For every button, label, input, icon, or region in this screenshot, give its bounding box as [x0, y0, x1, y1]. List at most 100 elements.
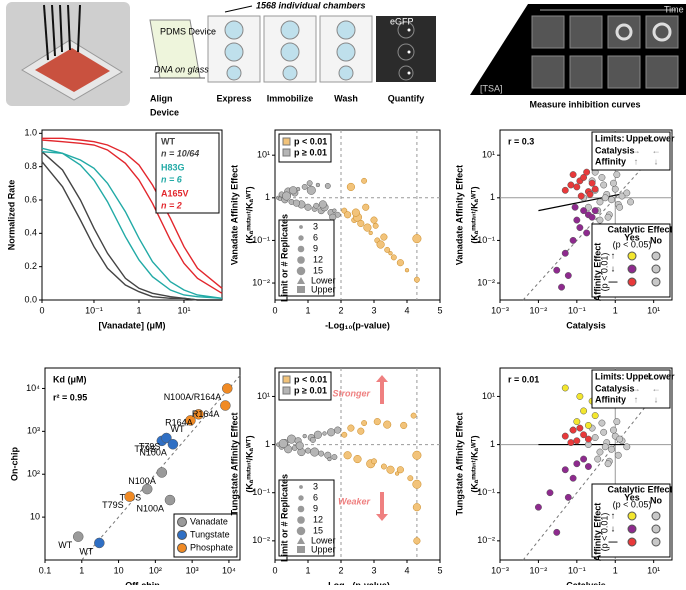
- size-legend-marker: [298, 235, 304, 241]
- x-tick-label: 3: [371, 565, 376, 575]
- x-tick-label: 0: [272, 305, 277, 315]
- data-point: [371, 458, 377, 465]
- effect-affinity-note: (p < 0.01): [599, 513, 609, 552]
- data-point: [343, 451, 352, 460]
- data-point: [357, 219, 365, 228]
- y-tick-label: 0.6: [24, 194, 37, 204]
- data-point: [124, 491, 135, 502]
- annotation-arrowhead: [376, 514, 388, 521]
- size-legend-label: 6: [313, 232, 318, 242]
- data-point: [164, 494, 176, 506]
- size-legend-label: 3: [313, 221, 318, 231]
- size-legend-label: 6: [313, 492, 318, 502]
- size-legend-label: 3: [313, 481, 318, 491]
- effect-swatch: [651, 277, 661, 287]
- x-tick-label: 0: [272, 565, 277, 575]
- annotation: Weaker: [338, 496, 370, 506]
- data-point: [591, 185, 599, 193]
- data-point: [614, 451, 622, 459]
- data-point: [577, 192, 585, 200]
- y-axis-label: (Kₐᵐᵘᵗᵃⁿᵗ/Kₐᵂᵀ): [469, 435, 479, 492]
- data-point: [156, 467, 168, 478]
- data-point: [623, 189, 631, 197]
- x-tick-label: 3: [371, 305, 376, 315]
- data-point: [332, 208, 337, 213]
- data-point: [412, 479, 422, 489]
- data-point: [580, 455, 588, 463]
- data-point: [534, 503, 542, 511]
- point-label: WT: [170, 424, 184, 434]
- data-point: [573, 183, 581, 191]
- upper-label: Upper: [311, 544, 336, 554]
- point-label: N100A/R164A: [164, 392, 222, 402]
- lower-label: Lower: [311, 535, 336, 545]
- data-point: [404, 268, 410, 273]
- effect-yes: Yes: [624, 492, 640, 502]
- x-tick-label: 10⁻³: [491, 305, 509, 315]
- effect-swatch: [627, 277, 637, 287]
- point-label: T79S: [134, 444, 156, 454]
- data-point: [282, 191, 292, 201]
- y-tick-label: 10⁻¹: [252, 235, 270, 245]
- data-point: [591, 434, 599, 441]
- x-tick-label: 10⁻¹: [85, 305, 103, 315]
- size-legend-box: [278, 479, 335, 557]
- limits-row-label: Catalysis: [595, 145, 635, 155]
- x-tick-label: 2: [338, 305, 343, 315]
- annotation: Stronger: [332, 388, 370, 398]
- step-label: Express: [216, 93, 251, 103]
- size-legend-label: 12: [313, 514, 323, 524]
- y-tick-label: 1: [490, 439, 495, 449]
- identity-line: [522, 134, 673, 301]
- x-tick-label: 10⁻³: [491, 565, 509, 575]
- size-legend-marker: [297, 516, 305, 524]
- data-point: [344, 211, 352, 219]
- data-point: [313, 430, 322, 439]
- legend-swatch: [282, 386, 291, 395]
- limits-lower: Lower: [648, 371, 675, 381]
- data-point: [573, 418, 581, 426]
- curve: [41, 151, 223, 299]
- data-point: [185, 415, 196, 426]
- data-point: [324, 182, 331, 189]
- size-legend-box: [278, 219, 335, 297]
- data-point: [373, 418, 381, 426]
- data-point: [347, 424, 355, 432]
- data-point: [386, 465, 395, 474]
- y-tick-label: 0.2: [24, 261, 37, 271]
- data-point: [331, 454, 338, 461]
- limits-arrow: ↓: [654, 394, 659, 404]
- data-point: [616, 203, 624, 211]
- y-tick-label: 10⁻¹: [477, 487, 495, 497]
- glass-label: DNA on glass: [154, 64, 209, 74]
- size-legend-marker: [296, 526, 306, 536]
- x-tick-label: 10⁻²: [530, 565, 548, 575]
- y-axis-label: (Kₐᵐᵘᵗᵃⁿᵗ/Kₐᵂᵀ): [244, 435, 254, 492]
- data-point: [618, 192, 626, 200]
- x-tick-label: 10³: [186, 565, 199, 575]
- data-point: [357, 427, 365, 435]
- limits-arrow: ↑: [634, 156, 639, 166]
- inhibition-label: Measure inhibition curves: [529, 99, 640, 109]
- data-point: [327, 456, 332, 462]
- y-axis-label: Vanadate Affinity Effect: [229, 165, 239, 265]
- data-point: [584, 203, 592, 211]
- data-point: [301, 183, 308, 190]
- point-label: T79S: [139, 441, 161, 451]
- data-point: [601, 443, 609, 451]
- data-point: [613, 418, 621, 426]
- effect-row-glyph: —: [609, 276, 618, 286]
- data-point: [613, 171, 621, 179]
- data-point: [576, 224, 584, 232]
- effect-swatch: [627, 264, 637, 274]
- data-point: [569, 171, 577, 179]
- time-label: Time: [664, 4, 684, 14]
- effect-swatch: [627, 511, 637, 521]
- point-label: N100A: [128, 476, 156, 486]
- data-point: [611, 185, 619, 193]
- data-point: [306, 185, 316, 195]
- data-point: [318, 200, 327, 209]
- data-point: [598, 419, 606, 427]
- effect-swatch: [651, 251, 661, 261]
- x-tick-label: 10¹: [647, 565, 660, 575]
